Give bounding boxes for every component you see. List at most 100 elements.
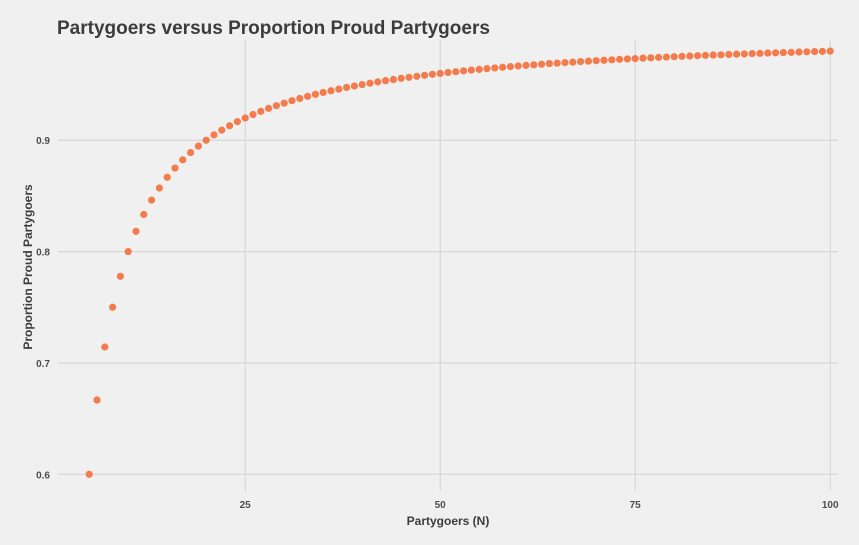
data-point	[709, 51, 717, 59]
data-point	[358, 80, 366, 89]
data-point	[218, 126, 226, 134]
data-point	[655, 53, 663, 61]
data-point	[249, 110, 257, 119]
data-point	[694, 52, 702, 60]
data-point	[616, 55, 624, 63]
data-point	[717, 51, 725, 59]
grid-lines	[58, 40, 838, 491]
y-tick-label: 0.8	[36, 248, 50, 259]
data-point	[444, 68, 452, 77]
data-point	[148, 196, 156, 204]
data-point	[272, 102, 280, 110]
data-point	[374, 78, 382, 86]
data-point	[226, 122, 234, 130]
data-point	[436, 69, 444, 78]
data-point	[335, 85, 343, 93]
data-point	[366, 79, 374, 87]
data-point	[265, 104, 273, 112]
data-point	[382, 77, 390, 85]
data-point	[522, 61, 530, 69]
tick-labels: 25 50 75 100 0.6 0.7 0.8 0.9	[36, 136, 839, 511]
data-point	[623, 55, 632, 63]
data-point	[678, 52, 686, 60]
x-tick-label: 50	[435, 500, 447, 511]
data-point	[795, 48, 803, 56]
data-point	[93, 396, 101, 404]
y-tick-label: 0.7	[36, 359, 50, 370]
x-axis-title: Partygoers (N)	[407, 514, 490, 528]
data-point	[701, 51, 710, 59]
data-point	[343, 83, 351, 92]
data-point	[530, 61, 538, 69]
data-point	[202, 136, 210, 144]
data-point	[538, 60, 546, 68]
data-point	[670, 53, 678, 61]
data-point	[639, 54, 647, 62]
data-point	[740, 50, 749, 58]
data-point	[748, 49, 756, 58]
x-tick-label: 25	[240, 500, 252, 511]
data-point	[608, 56, 616, 64]
data-point	[288, 97, 296, 105]
data-point	[319, 88, 327, 97]
data-point	[553, 59, 561, 67]
data-point	[592, 57, 600, 65]
data-point	[467, 66, 475, 74]
data-point	[124, 247, 132, 256]
data-point	[647, 54, 655, 62]
data-point	[733, 50, 741, 58]
data-point	[413, 72, 421, 80]
data-point	[109, 303, 117, 311]
data-point	[140, 210, 148, 219]
x-tick-label: 75	[630, 500, 642, 511]
chart-title: Partygoers versus Proportion Proud Party…	[57, 18, 490, 39]
data-point	[764, 49, 772, 57]
data-point	[210, 131, 218, 139]
y-tick-label: 0.6	[36, 470, 50, 481]
data-point	[155, 184, 163, 192]
data-point	[662, 53, 671, 61]
data-point	[187, 148, 195, 157]
data-point	[194, 142, 202, 150]
y-axis-title: Proportion Proud Partygoers	[21, 184, 35, 350]
data-point	[241, 114, 249, 122]
data-point	[826, 47, 834, 55]
data-point	[116, 272, 124, 280]
data-point	[506, 63, 514, 71]
data-point	[296, 94, 304, 103]
data-point	[101, 343, 109, 351]
data-point	[491, 64, 499, 72]
data-point	[584, 57, 593, 65]
data-point	[475, 65, 483, 73]
data-point	[577, 58, 585, 66]
data-point	[280, 99, 288, 107]
data-point	[725, 50, 733, 59]
data-point	[561, 59, 569, 67]
x-tick-label: 100	[822, 500, 839, 511]
data-point	[811, 47, 819, 56]
data-point	[304, 92, 312, 100]
data-point	[179, 156, 187, 164]
data-point	[350, 82, 358, 90]
y-tick-label: 0.9	[36, 136, 50, 147]
data-point	[772, 49, 780, 57]
data-point	[545, 60, 554, 68]
data-point	[171, 164, 179, 172]
data-point	[787, 48, 795, 56]
data-point	[311, 90, 319, 98]
data-point	[686, 52, 694, 60]
data-point	[389, 75, 397, 84]
data-point	[803, 48, 811, 56]
data-points	[85, 47, 834, 478]
data-point	[327, 87, 335, 95]
data-point	[600, 56, 608, 64]
data-point	[233, 118, 241, 126]
data-point	[631, 54, 639, 63]
data-point	[421, 71, 429, 79]
data-point	[483, 65, 491, 73]
data-point	[460, 67, 468, 75]
data-point	[397, 74, 405, 82]
data-point	[428, 70, 436, 78]
data-point	[452, 68, 460, 76]
